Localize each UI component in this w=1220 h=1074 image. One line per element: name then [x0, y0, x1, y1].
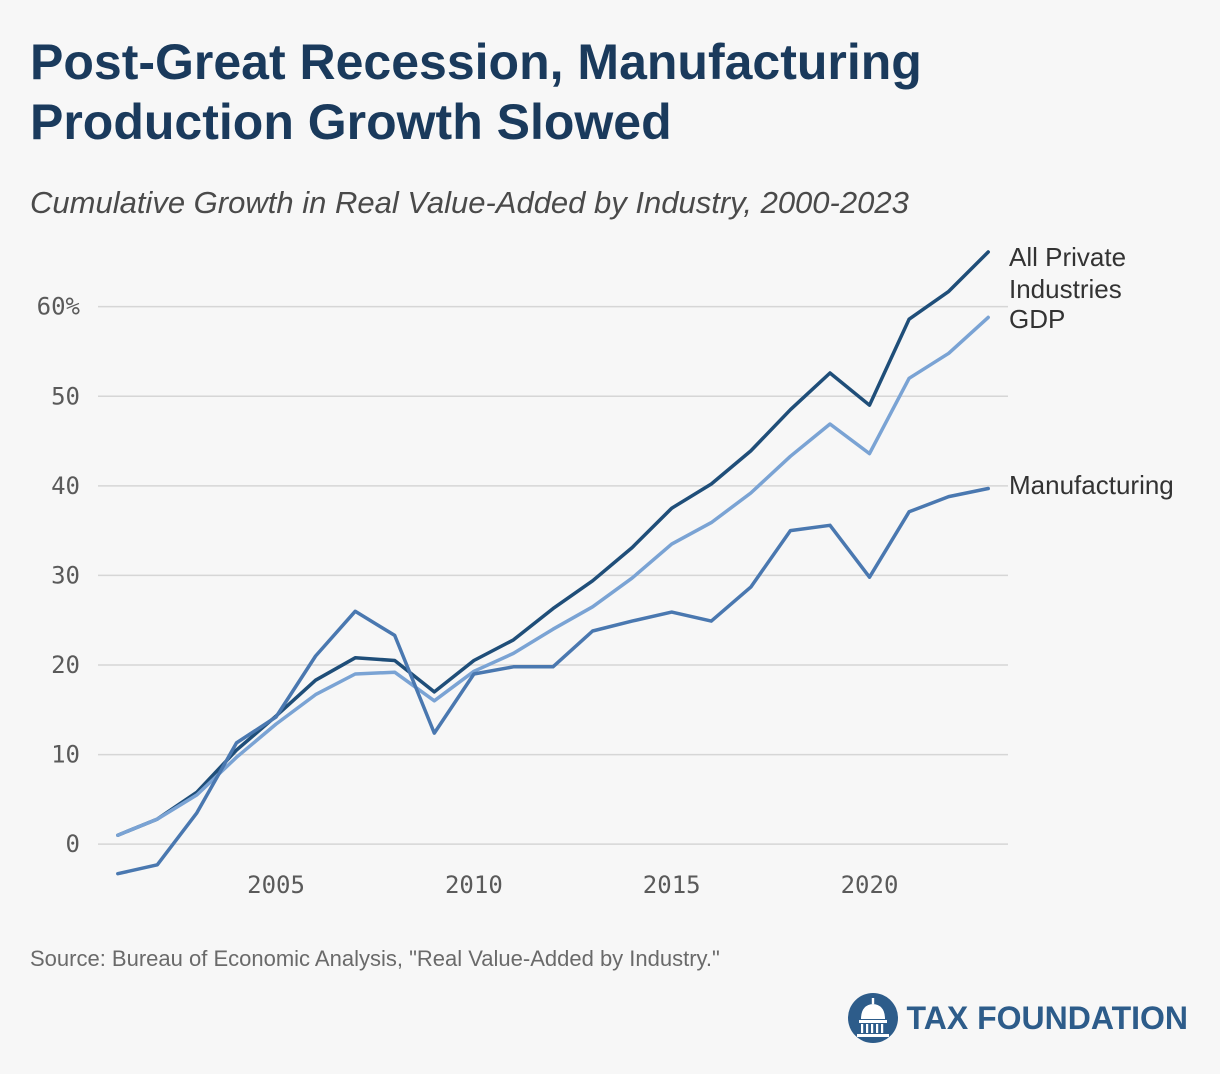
- y-tick-label: 60%: [37, 293, 81, 321]
- x-tick-label: 2010: [445, 871, 503, 899]
- series-label-manufacturing: Manufacturing: [1009, 470, 1174, 500]
- brand-name: TAX FOUNDATION: [906, 999, 1188, 1036]
- y-axis-ticks: 0 10 20 30 40 50 60%: [37, 293, 81, 859]
- x-tick-label: 2005: [247, 871, 305, 899]
- y-tick-label: 40: [51, 472, 80, 500]
- series-line-manufacturing: [116, 486, 990, 876]
- x-axis-ticks: 2005 2010 2015 2020: [247, 871, 898, 899]
- y-tick-label: 20: [51, 651, 80, 679]
- y-tick-label: 0: [66, 830, 80, 858]
- tax-foundation-logo: TAX FOUNDATION: [847, 992, 1188, 1044]
- x-tick-label: 2015: [643, 871, 701, 899]
- x-tick-label: 2020: [841, 871, 899, 899]
- series-line-gdp: [116, 315, 990, 837]
- chart-title: Post-Great Recession, Manufacturing Prod…: [30, 34, 922, 150]
- capitol-dome-icon: [847, 993, 898, 1043]
- y-tick-label: 50: [51, 382, 80, 410]
- y-tick-label: 30: [51, 561, 80, 589]
- series-label-all-private-industries: All Private Industries: [1009, 242, 1126, 304]
- source-note: Source: Bureau of Economic Analysis, "Re…: [30, 946, 720, 971]
- line-chart: 0 10 20 30 40 50 60% 2005 2010 2015 2020 All Priv…: [37, 242, 1174, 899]
- series-lines: [116, 250, 990, 876]
- series-label-gdp: GDP: [1009, 304, 1065, 334]
- y-tick-label: 10: [51, 741, 80, 769]
- chart-subtitle: Cumulative Growth in Real Value-Added by…: [30, 185, 909, 220]
